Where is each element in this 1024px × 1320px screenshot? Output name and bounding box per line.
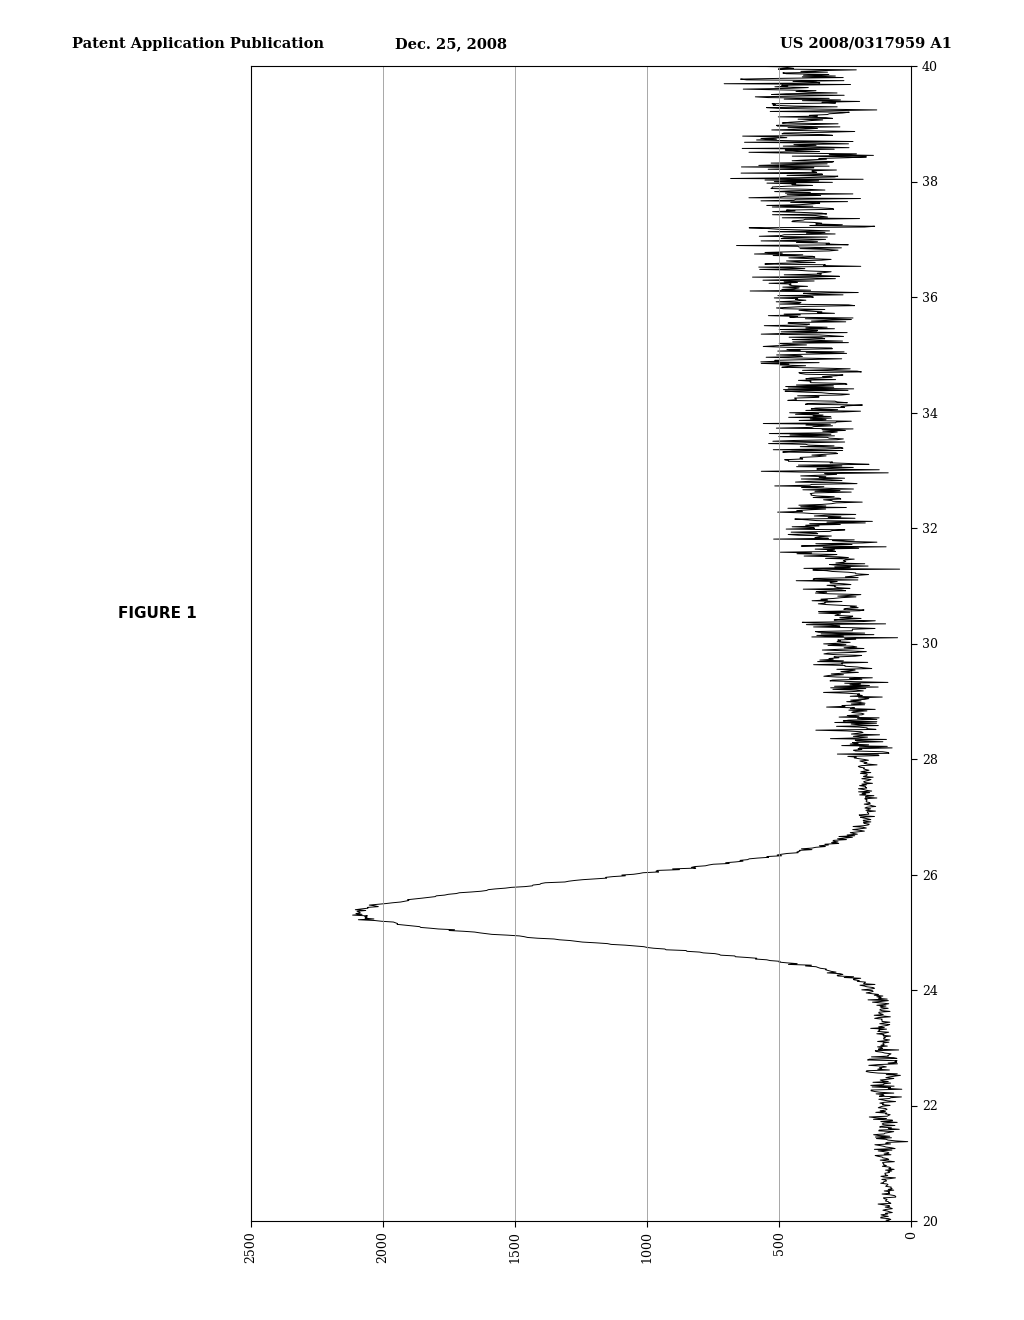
Text: Patent Application Publication: Patent Application Publication [72, 37, 324, 51]
Text: US 2008/0317959 A1: US 2008/0317959 A1 [780, 37, 952, 51]
Text: Dec. 25, 2008: Dec. 25, 2008 [394, 37, 507, 51]
Text: FIGURE 1: FIGURE 1 [118, 606, 197, 622]
